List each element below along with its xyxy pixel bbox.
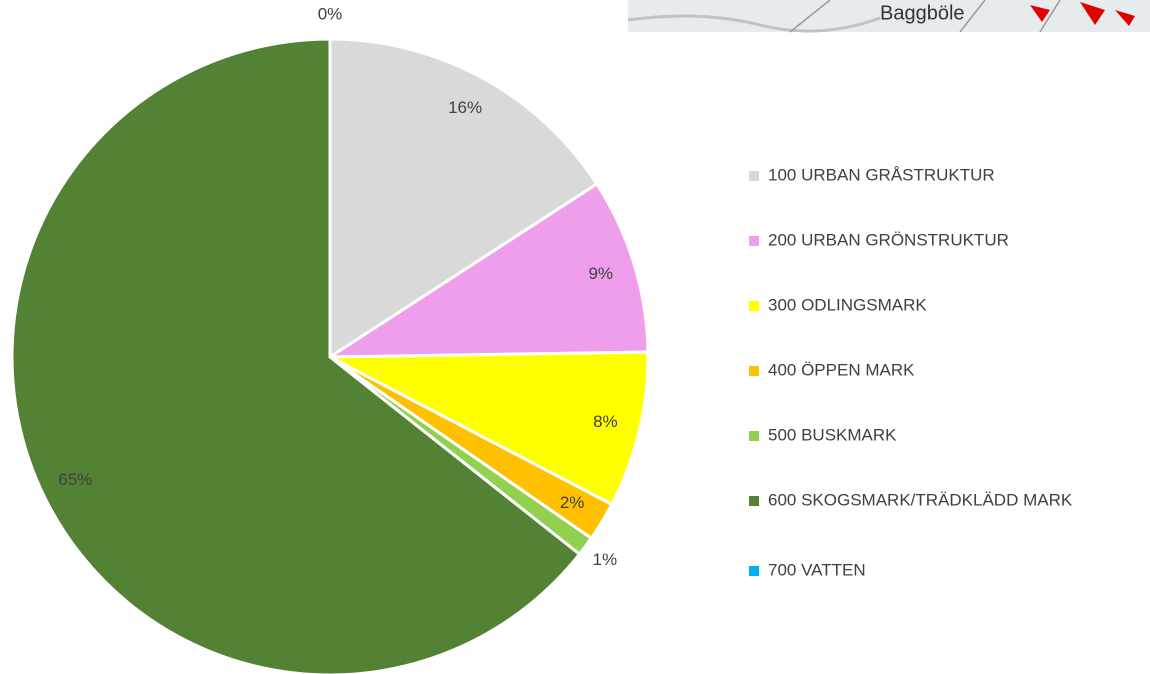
legend-label: 600 SKOGSMARK/TRÄDKLÄDD MARK: [768, 490, 1073, 509]
page: Baggböle 16% 9% 8% 2% 1% 65% 0% 100 URBAN GRÅST…: [0, 0, 1150, 674]
legend-swatch: [749, 366, 759, 376]
legend-swatch: [749, 171, 759, 181]
legend-swatch: [749, 566, 759, 576]
slice-label: 2%: [560, 493, 585, 512]
legend-label: 100 URBAN GRÅSTRUKTUR: [768, 165, 995, 184]
legend-label: 400 ÖPPEN MARK: [768, 360, 915, 379]
legend-label: 300 ODLINGSMARK: [768, 295, 927, 314]
legend-label: 500 BUSKMARK: [768, 425, 897, 444]
slice-label: 8%: [593, 412, 618, 431]
legend-label: 200 URBAN GRÖNSTRUKTUR: [768, 230, 1009, 249]
legend-swatch: [749, 236, 759, 246]
slice-label: 16%: [448, 98, 482, 117]
slice-label: 9%: [588, 264, 613, 283]
map-fragment: Baggböle: [628, 0, 1150, 32]
legend-label: 700 VATTEN: [768, 560, 866, 579]
legend-swatch: [749, 496, 759, 506]
legend-swatch: [749, 301, 759, 311]
slice-label: 65%: [58, 470, 92, 489]
slice-label: 0%: [318, 4, 343, 23]
chart: Baggböle 16% 9% 8% 2% 1% 65% 0% 100 URBAN GRÅST…: [0, 0, 1150, 674]
map-label: Baggböle: [880, 2, 965, 24]
slice-label: 1%: [593, 550, 618, 569]
legend-swatch: [749, 431, 759, 441]
